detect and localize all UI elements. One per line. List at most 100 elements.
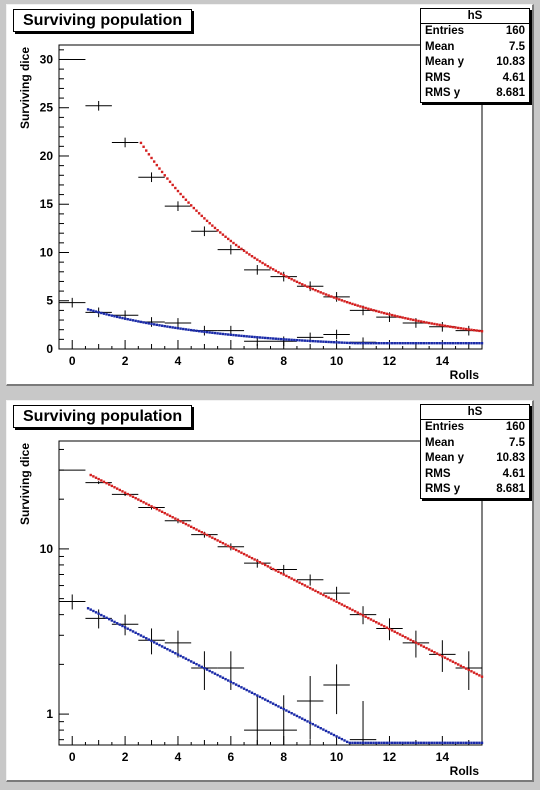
fit-point	[417, 319, 420, 323]
fit-point	[150, 156, 153, 160]
fit-point	[197, 212, 201, 215]
fit-point	[279, 337, 283, 341]
fit-point	[211, 331, 214, 334]
fit-point	[137, 320, 140, 323]
stats-row: Mean y 10.83	[421, 55, 529, 71]
x-tick-label: 8	[280, 354, 287, 368]
fit-point	[100, 479, 103, 482]
fit-point	[404, 636, 407, 639]
fit-point	[274, 337, 277, 340]
fit-point	[290, 712, 293, 715]
fit-point	[404, 316, 407, 320]
fit-point	[388, 741, 391, 745]
fit-point	[264, 563, 267, 567]
fit-point	[330, 597, 333, 601]
fit-point	[242, 687, 246, 690]
chart-svg-bottom: 0 2 4 6 8 10 12 14 1 10 Rolls Surviving dice	[18, 440, 484, 778]
fit-point	[152, 506, 156, 509]
plot-frame	[58, 44, 483, 350]
fit-point	[324, 729, 328, 733]
x-axis-label: Rolls	[450, 368, 480, 382]
fit-point	[264, 263, 267, 266]
fit-point	[457, 342, 460, 345]
fit-point	[393, 314, 396, 317]
fit-point	[356, 304, 359, 307]
fit-point	[314, 724, 317, 727]
fit-point	[129, 628, 132, 632]
fit-point	[258, 561, 262, 564]
fit-point	[438, 342, 441, 345]
fit-point	[301, 283, 304, 286]
stats-value: 4.61	[502, 71, 525, 84]
fit-point	[261, 261, 264, 265]
fit-point	[433, 342, 436, 345]
fit-point	[208, 222, 211, 225]
fit-point	[208, 535, 211, 538]
fit-point	[359, 612, 362, 616]
stats-box: hS Entries 160 Mean 7.5 Mean y 10.83 RMS 4.6…	[420, 8, 530, 103]
fit-point	[356, 741, 359, 745]
fit-point	[121, 316, 124, 320]
fit-point	[351, 341, 354, 345]
fit-point	[435, 323, 439, 326]
fit-point	[155, 163, 159, 167]
fit-point	[216, 332, 219, 335]
fit-point	[187, 524, 190, 527]
fit-point	[441, 324, 444, 327]
fit-point	[166, 325, 169, 328]
fit-point	[237, 684, 240, 688]
fit-point	[425, 646, 428, 650]
fit-point	[203, 217, 206, 220]
fit-point	[454, 342, 457, 345]
fit-point	[234, 683, 238, 686]
fit-point	[248, 335, 251, 338]
stats-label: Mean	[425, 436, 455, 449]
fit-point	[390, 741, 394, 745]
fit-point	[406, 637, 410, 640]
fit-point	[367, 616, 370, 620]
stats-row: RMS y 8.681	[421, 86, 529, 102]
fit-point	[258, 336, 262, 339]
fit-point	[338, 341, 341, 344]
fit-point	[348, 341, 352, 345]
stats-name: hS	[421, 9, 529, 24]
fit-point	[134, 319, 137, 323]
fit-point	[372, 309, 375, 312]
fit-point	[316, 591, 320, 594]
fit-point	[102, 615, 106, 618]
fit-point	[115, 622, 119, 625]
fit-point	[412, 640, 415, 643]
fit-point	[250, 556, 254, 560]
fit-point	[472, 328, 476, 332]
fit-point	[367, 342, 370, 345]
fit-point	[245, 554, 248, 557]
fit-point	[446, 342, 449, 345]
fit-point	[137, 498, 140, 501]
fit-point	[155, 642, 159, 645]
fit-point	[256, 694, 259, 697]
fit-point	[427, 321, 431, 325]
fit-point	[459, 664, 463, 668]
fit-point	[404, 741, 407, 745]
fit-point	[367, 307, 370, 310]
fit-point	[385, 741, 389, 745]
fit-point	[237, 334, 240, 337]
stats-label: RMS y	[425, 483, 461, 495]
x-tick-label: 2	[122, 750, 129, 764]
fit-point	[459, 327, 463, 330]
fit-point	[205, 219, 209, 223]
chart-title: Surviving population	[13, 405, 193, 428]
fit-point	[338, 298, 341, 301]
fit-point	[123, 626, 127, 629]
fit-point	[470, 342, 473, 345]
fit-point	[375, 309, 378, 313]
fit-point	[271, 337, 275, 340]
fit-point	[248, 555, 251, 558]
fit-point	[168, 649, 172, 652]
fit-point	[269, 566, 272, 569]
fit-point	[427, 741, 431, 745]
fit-point	[311, 588, 314, 591]
fit-point	[285, 709, 288, 712]
fit-point	[200, 214, 203, 218]
y-tick-label: 10	[40, 542, 54, 556]
